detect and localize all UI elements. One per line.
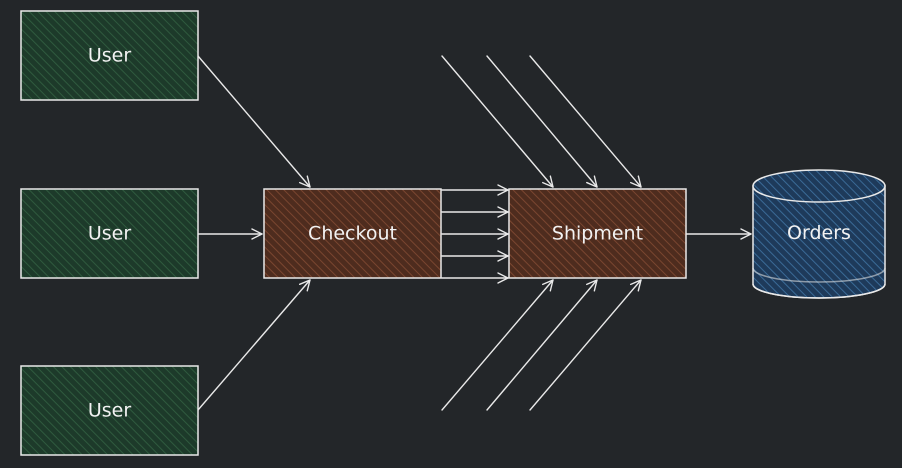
user-node-1-label: User bbox=[88, 45, 131, 67]
shipment-node[interactable]: Shipment bbox=[508, 188, 687, 279]
edge-incoming-top-3 bbox=[529, 55, 642, 188]
user-node-1[interactable]: User bbox=[20, 10, 199, 101]
user-node-2-label: User bbox=[88, 223, 131, 245]
orders-database-label: Orders bbox=[787, 222, 851, 244]
checkout-node[interactable]: Checkout bbox=[263, 188, 442, 279]
user-node-3[interactable]: User bbox=[20, 365, 199, 456]
edge-user3-checkout bbox=[197, 279, 311, 411]
edge-incoming-bottom-3 bbox=[529, 279, 642, 411]
edge-incoming-bottom-2 bbox=[486, 279, 598, 411]
edge-incoming-bottom-1 bbox=[441, 279, 554, 411]
orders-database-node[interactable]: Orders bbox=[752, 169, 886, 299]
edge-incoming-top-2 bbox=[486, 55, 598, 188]
user-node-2[interactable]: User bbox=[20, 188, 199, 279]
edge-incoming-top-1 bbox=[441, 55, 554, 188]
edges bbox=[197, 55, 752, 411]
edge-user1-checkout bbox=[197, 55, 311, 188]
shipment-node-label: Shipment bbox=[552, 223, 643, 245]
user-node-3-label: User bbox=[88, 400, 131, 422]
checkout-node-label: Checkout bbox=[308, 223, 397, 245]
